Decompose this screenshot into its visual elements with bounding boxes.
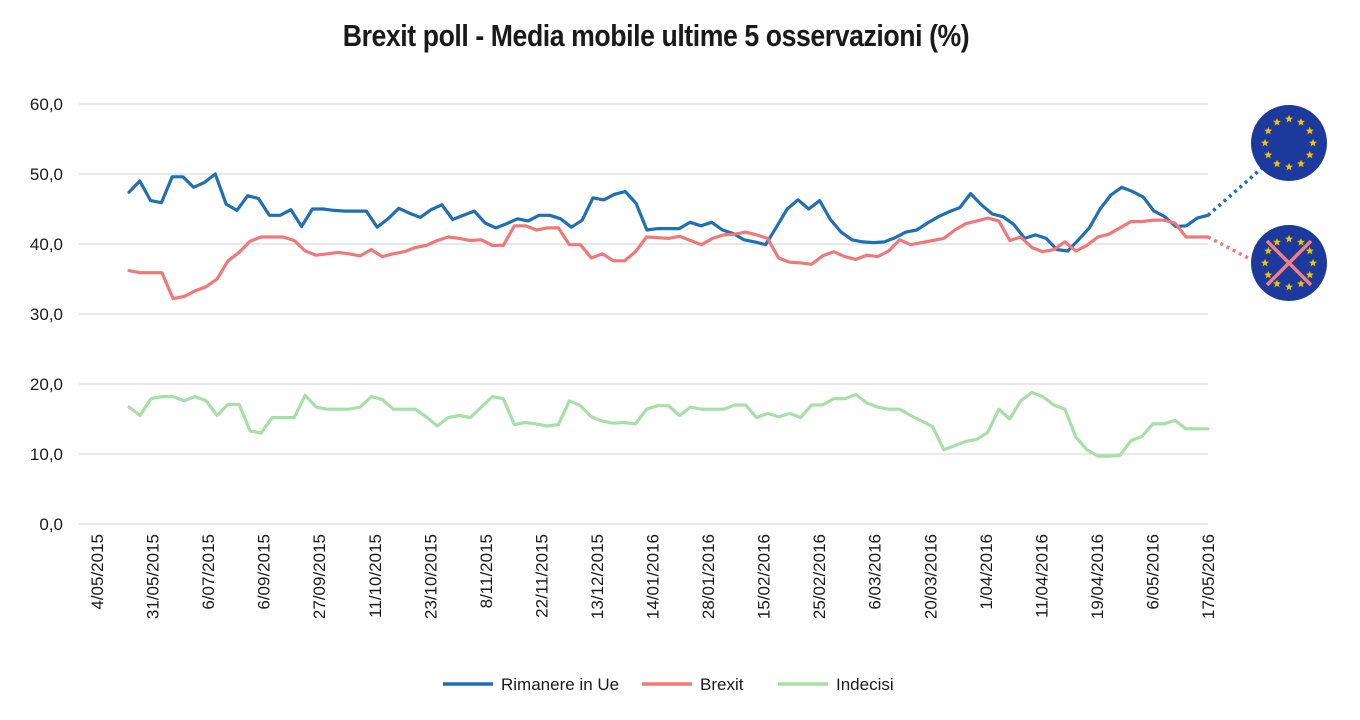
star — [1261, 138, 1269, 147]
x-tick-label: 20/03/2016 — [921, 534, 940, 619]
x-tick-label: 8/11/2015 — [477, 534, 496, 608]
eu-flag-icon — [1251, 105, 1327, 181]
star — [1273, 279, 1281, 288]
star — [1309, 138, 1317, 147]
star — [1305, 126, 1314, 135]
legend-item: Brexit — [642, 675, 744, 694]
star — [1305, 270, 1314, 279]
y-tick-label: 30,0 — [30, 305, 63, 324]
star — [1264, 126, 1273, 135]
star — [1305, 150, 1314, 159]
brexit-connector — [1207, 235, 1257, 264]
star — [1297, 118, 1305, 126]
star — [1309, 258, 1317, 267]
star — [1305, 246, 1314, 255]
x-tick-label: 28/01/2016 — [699, 534, 718, 619]
x-tick-label: 13/12/2015 — [588, 534, 607, 619]
y-axis-tick-labels: 0,0 10,0 20,0 30,0 40,0 50,0 60,0 — [30, 95, 63, 534]
x-tick-label: 15/02/2016 — [755, 534, 774, 619]
eu-flag-crossed-icon — [1251, 225, 1327, 301]
star — [1285, 114, 1293, 123]
series-line-rimanere-in-ue — [127, 172, 1210, 253]
legend-item: Indecisi — [778, 675, 894, 694]
x-tick-label: 1/04/2016 — [977, 534, 996, 610]
star — [1297, 279, 1305, 288]
star — [1264, 150, 1273, 159]
x-tick-label: 6/07/2015 — [199, 534, 218, 610]
x-tick-label: 27/09/2015 — [310, 534, 329, 619]
legend-label: Rimanere in Ue — [501, 675, 619, 694]
x-tick-label: 19/04/2016 — [1088, 534, 1107, 619]
x-tick-label: 14/01/2016 — [644, 534, 663, 619]
star — [1273, 118, 1281, 126]
x-tick-label: 4/05/2015 — [88, 534, 107, 610]
flag-disc — [1251, 105, 1327, 181]
x-axis-tick-labels: 4/05/2015 31/05/2015 6/07/2015 6/09/2015 27/… — [88, 534, 1218, 619]
legend-label: Brexit — [700, 675, 744, 694]
x-tick-label: 22/11/2015 — [532, 534, 551, 618]
star — [1264, 246, 1273, 255]
chart-title: Brexit poll - Media mobile ultime 5 osse… — [342, 18, 970, 53]
x-tick-label: 6/03/2016 — [866, 534, 885, 610]
series-lines — [127, 172, 1210, 458]
x-tick-label: 25/02/2016 — [810, 534, 829, 619]
cross-stroke — [1265, 239, 1313, 287]
star — [1264, 270, 1273, 279]
legend: Rimanere in Ue Brexit Indecisi — [443, 675, 894, 694]
x-tick-label: 6/05/2016 — [1143, 534, 1162, 610]
star — [1285, 162, 1293, 171]
legend-label: Indecisi — [836, 675, 894, 694]
x-tick-label: 17/05/2016 — [1199, 534, 1218, 619]
star — [1297, 159, 1305, 168]
y-tick-label: 60,0 — [30, 95, 63, 114]
star — [1285, 282, 1293, 291]
y-tick-label: 10,0 — [30, 445, 63, 464]
x-tick-label: 23/10/2015 — [421, 534, 440, 619]
star — [1273, 238, 1281, 246]
flag-annotations — [1206, 105, 1327, 301]
x-tick-label: 31/05/2015 — [144, 534, 163, 619]
y-tick-label: 20,0 — [30, 375, 63, 394]
legend-item: Rimanere in Ue — [443, 675, 619, 694]
x-tick-label: 11/04/2016 — [1032, 534, 1051, 618]
y-tick-label: 50,0 — [30, 165, 63, 184]
y-tick-label: 0,0 — [39, 515, 63, 534]
x-tick-label: 11/10/2015 — [366, 534, 385, 618]
star — [1285, 234, 1293, 243]
star — [1297, 238, 1305, 246]
series-line-brexit — [127, 216, 1210, 301]
y-tick-label: 40,0 — [30, 235, 63, 254]
remain-connector — [1206, 166, 1264, 217]
grid-lines — [79, 103, 1208, 525]
series-line-indecisi — [127, 390, 1210, 458]
star — [1273, 159, 1281, 168]
x-tick-label: 6/09/2015 — [255, 534, 274, 610]
star — [1261, 258, 1269, 267]
